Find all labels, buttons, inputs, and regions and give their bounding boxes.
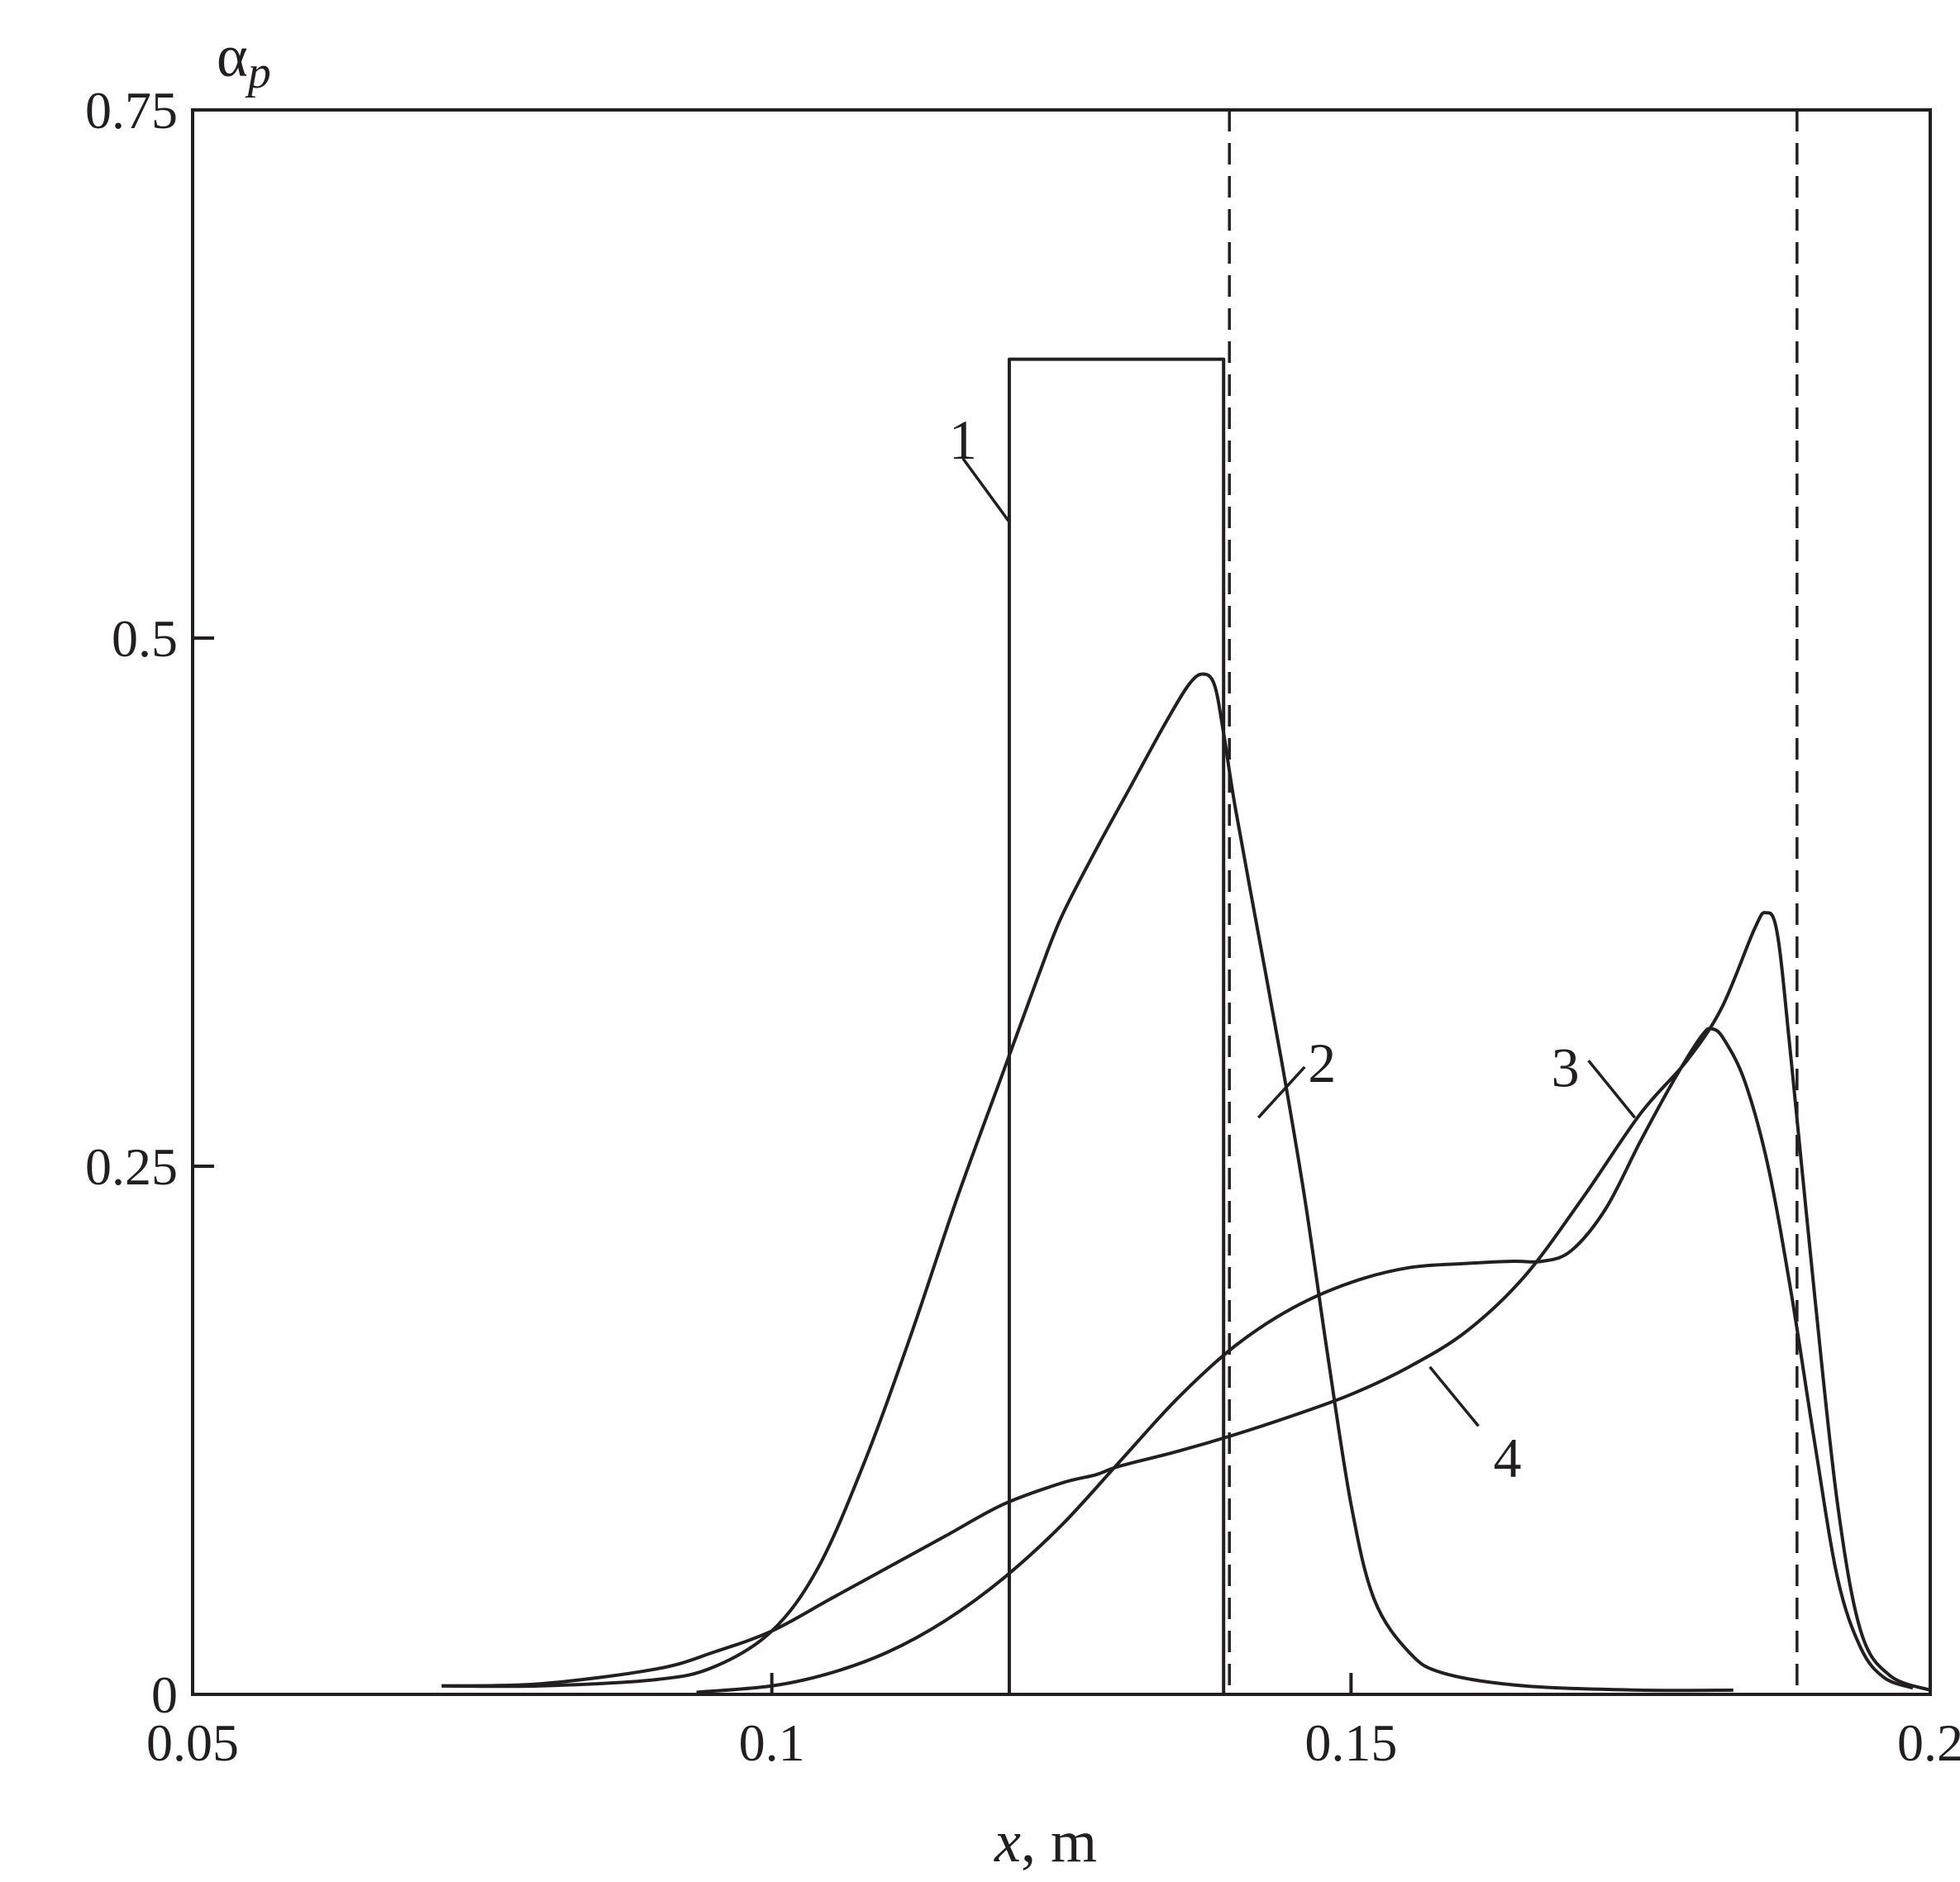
curve-labels: 1 2 3 4	[949, 408, 1637, 1489]
series-3-line	[696, 1027, 1914, 1694]
series-lines	[441, 357, 1931, 1694]
tick-labels: 0.05 0.1 0.15 0.2 0 0.25 0.5 0.75	[85, 81, 1960, 1772]
y-tick-label-4: 0.75	[85, 81, 178, 140]
x-tick-label-1: 0.05	[146, 1713, 239, 1772]
series-1-leader	[961, 457, 1011, 523]
x-axis-title: x, m	[994, 1808, 1097, 1875]
x-tick-label-4: 0.2	[1897, 1713, 1960, 1772]
series-1-label: 1	[949, 408, 977, 471]
series-4-label: 4	[1494, 1427, 1522, 1489]
series-2-line	[441, 672, 1733, 1693]
y-axis-title: αp	[217, 23, 271, 98]
y-tick-label-2: 0.25	[85, 1137, 178, 1196]
x-axis-title-var: x	[994, 1808, 1021, 1875]
x-axis-title-unit: , m	[1021, 1808, 1097, 1875]
y-axis-title-base: α	[217, 23, 248, 89]
plot-frame	[191, 108, 1932, 1696]
series-1-line	[1007, 357, 1226, 1694]
series-3-leader	[1587, 1060, 1637, 1119]
y-tick-label-3: 0.5	[112, 609, 178, 668]
series-4-line	[441, 911, 1931, 1692]
y-tick-label-1: 0	[151, 1665, 178, 1724]
y-axis-title-sub: p	[245, 47, 271, 98]
x-tick-label-3: 0.15	[1304, 1713, 1397, 1772]
series-2-label: 2	[1308, 1032, 1336, 1094]
axis-ticks	[191, 108, 1932, 1696]
series-3-label: 3	[1552, 1036, 1580, 1098]
series-4-leader	[1428, 1365, 1480, 1427]
series-2-leader	[1257, 1065, 1306, 1119]
x-tick-label-2: 0.1	[739, 1713, 805, 1772]
